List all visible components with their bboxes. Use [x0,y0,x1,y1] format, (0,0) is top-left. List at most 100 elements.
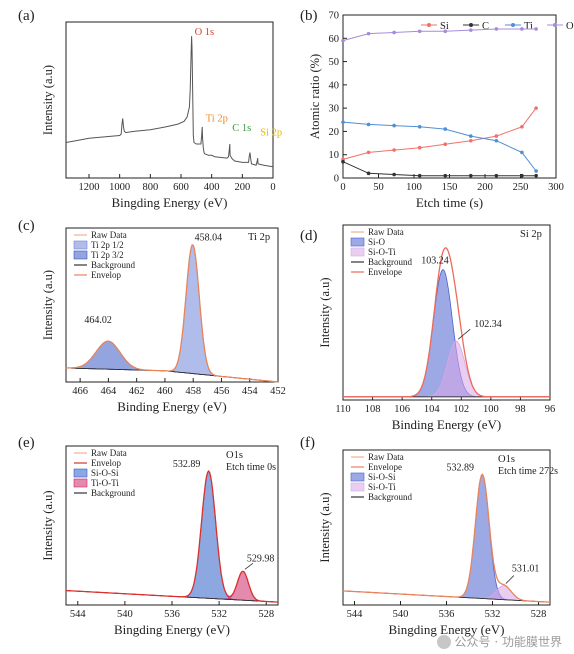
x-tick-label: 104 [424,404,441,415]
y-tick-label: 30 [329,104,340,115]
legend-swatch [350,472,365,482]
panel-5: (e) 544 540 536 532 528 Bingding Energy (eV) In… [18,435,279,637]
wechat-icon [436,634,451,649]
legend-label: Ti 2p 1/2 [91,240,124,250]
y-axis-label: Atomic ratio (%) [308,54,322,139]
x-tick-label: 540 [393,609,409,620]
legend-marker [553,23,557,27]
x-tick-label: 544 [347,609,364,620]
series-line [342,107,537,160]
y-tick-label: 40 [329,80,340,91]
data-point [469,28,473,32]
peak-component [65,340,279,383]
x-tick-label: 532 [211,609,227,620]
peak-label: 102.34 [474,319,502,330]
legend-label: Ti 2p 3/2 [91,250,124,260]
data-point [520,150,524,155]
label-leader [244,562,254,570]
panel-6: (f) 544 540 536 532 528 Bingding Energy (eV) In… [300,435,558,637]
x-tick-label: 106 [394,404,410,415]
y-tick-label: 0 [334,174,339,185]
legend-swatch [350,482,365,492]
legend-marker [469,23,473,27]
x-tick-label: 200 [477,182,493,193]
legend-label: Background [91,260,135,270]
data-point [392,30,396,35]
data-point [443,142,448,147]
x-tick-label: 1000 [109,182,130,193]
legend-label: Envelope [368,462,402,472]
x-tick-label: 100 [406,182,422,193]
panel-2: (b) 0 50 100 150 200 250 300 0 10 20 30 40 50 60 70 Etch… [300,8,574,210]
data-point [341,120,345,124]
legend-label: Envelope [368,267,402,277]
x-tick-label: 456 [214,386,230,397]
legend-label: Raw Data [368,452,404,462]
y-tick-label: 70 [329,11,340,22]
x-tick-label: 1200 [79,182,100,193]
x-tick-label: 536 [164,609,180,620]
x-tick-label: 102 [453,404,469,415]
x-tick-label: 110 [335,404,350,415]
x-tick-label: 98 [515,404,526,415]
peak-annotation: C 1s [232,123,251,134]
data-point [443,29,448,34]
legend-swatch [350,237,365,247]
peak-annotation: O 1s [195,27,215,38]
legend-label: Ti-O-Ti [91,478,119,488]
peak-annotation: Ti 2p [206,113,228,124]
x-axis-label: Binding Energy (eV) [117,399,227,414]
legend-swatch [73,478,88,488]
x-tick-label: 250 [513,182,529,193]
watermark: 公众号 · 功能膜世界 [436,633,562,650]
panel-3: (c) 466 464 462 460 458 456 454 452 Binding Energ… [18,218,286,414]
legend-label: Raw Data [91,448,127,458]
label-leader [458,328,471,340]
panel-title: Ti 2p [248,232,270,243]
data-point [417,29,422,34]
survey-line [65,36,274,168]
data-point [341,38,345,43]
legend-label: Si-O [368,237,386,247]
x-tick-label: 150 [442,182,458,193]
panel-label: (e) [18,435,35,451]
data-point [417,145,422,150]
peak-label: 458.04 [195,233,223,244]
legend-swatch [350,247,365,257]
x-tick-label: 400 [204,182,220,193]
x-axis-label: Bingding Energy (eV) [111,195,227,210]
envelope-line [65,470,278,603]
envelope-line [66,244,279,383]
x-tick-label: 462 [129,386,145,397]
data-point [443,173,448,178]
y-tick-label: 10 [329,150,340,161]
panel-label: (d) [300,228,318,244]
panel-subtitle: Etch time 0s [226,462,276,473]
x-tick-label: 96 [545,404,556,415]
panel-label: (b) [300,8,318,24]
x-tick-label: 460 [157,386,173,397]
y-axis-label: Intensity (a.u) [41,65,55,135]
plot-frame [342,14,557,179]
legend-label: Si-O-Si [368,472,396,482]
series-line [342,161,537,177]
data-point [392,172,396,177]
y-axis-label: Intensity (a.u) [318,277,332,347]
legend-label: Background [91,488,135,498]
plot-frame [65,227,279,383]
data-point [341,159,345,164]
legend-label: C [482,21,489,32]
y-axis-label: Intensity (a.u) [41,270,55,340]
legend-label: Si-O-Ti [368,247,396,257]
x-tick-label: 464 [101,386,118,397]
label-leader [505,575,515,584]
legend-label: Envelop [91,458,121,468]
data-point [494,173,499,178]
data-point [534,106,538,110]
panel-title: Si 2p [520,229,542,240]
y-tick-label: 20 [329,127,340,138]
data-point [520,173,524,178]
legend-label: Background [368,257,412,267]
panel-4: (d) 110 108 106 104 102 100 98 96 Binding Energy … [300,224,556,432]
